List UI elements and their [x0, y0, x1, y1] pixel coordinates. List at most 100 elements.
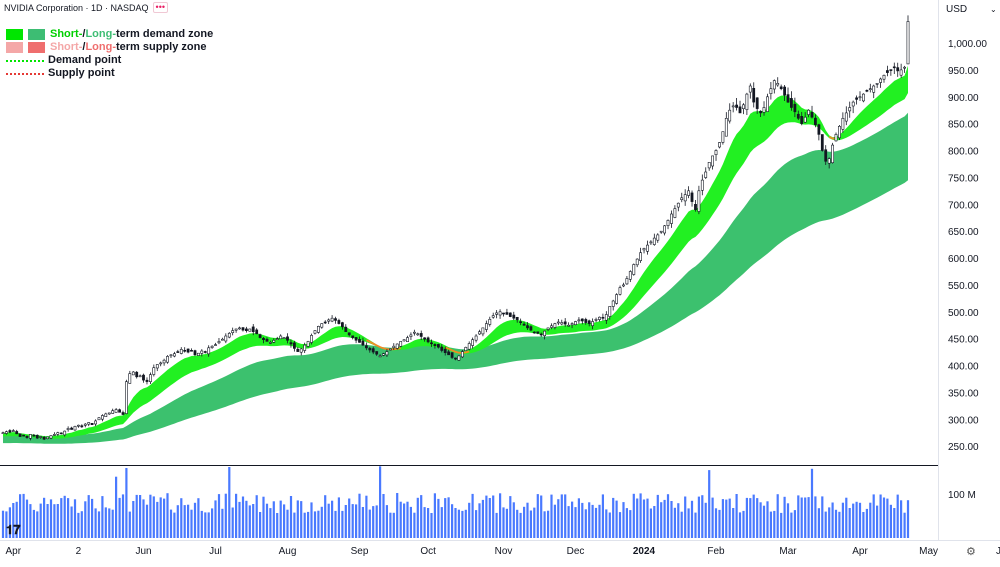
candle-body: [46, 436, 50, 440]
candle-body: [865, 90, 869, 92]
volume-bar: [697, 496, 700, 538]
volume-bar: [235, 493, 238, 538]
candle-body: [25, 435, 29, 438]
candle-body: [505, 312, 509, 315]
volume-bar: [526, 502, 529, 538]
candle-body: [313, 330, 317, 334]
candle-body: [546, 327, 550, 330]
candle-body: [347, 332, 351, 336]
x-tick-label: 2024: [633, 546, 656, 557]
candle-body: [234, 328, 238, 331]
volume-bar: [73, 499, 77, 538]
candle-body: [248, 328, 252, 332]
volume-bar: [663, 499, 666, 538]
volume-bar: [183, 505, 186, 538]
candle-body: [430, 342, 433, 345]
candle-body: [66, 428, 70, 430]
volume-bar: [94, 508, 97, 538]
volume-bar: [375, 505, 378, 538]
volume-bar: [67, 498, 70, 538]
candle-body: [861, 93, 865, 102]
volume-bar: [869, 502, 872, 538]
candle-body: [615, 294, 619, 304]
volume-bar: [252, 504, 255, 538]
price-tick-label: 600.00: [948, 254, 979, 265]
candle-body: [745, 93, 749, 110]
chart-title[interactable]: NVIDIA Corporation · 1D · NASDAQ •••: [4, 2, 168, 13]
volume-bar: [145, 504, 149, 538]
volume-bar: [111, 509, 114, 538]
volume-bar: [783, 496, 786, 538]
candle-body: [371, 348, 375, 353]
candle-body: [697, 190, 701, 212]
candle-body: [128, 373, 132, 384]
candle-body: [286, 336, 289, 341]
candle-body: [789, 98, 793, 108]
candle-body: [87, 422, 91, 425]
volume-bar: [303, 512, 306, 538]
gear-icon[interactable]: ⚙: [966, 546, 976, 558]
volume-bar: [454, 508, 457, 538]
volume-bar: [817, 508, 820, 538]
candle-body: [399, 341, 403, 347]
volume-bar: [22, 493, 25, 538]
candle-body: [896, 67, 900, 72]
volume-bar: [649, 508, 652, 538]
candle-body: [447, 351, 451, 356]
volume-bar: [804, 497, 807, 538]
candle-body: [310, 335, 313, 343]
candle-body: [567, 324, 571, 327]
candle-body: [142, 374, 145, 381]
volume-bar: [262, 496, 265, 538]
candle-body: [587, 320, 591, 324]
candle-body: [776, 83, 780, 86]
volume-bar: [121, 494, 125, 538]
candle-body: [714, 150, 718, 155]
candle-body: [536, 331, 540, 334]
volume-bar: [361, 507, 364, 538]
volume-bar: [457, 509, 460, 538]
legend-supply-long: Long-: [85, 41, 116, 53]
volume-bar: [217, 494, 221, 538]
candle-body: [155, 364, 159, 369]
candle-body: [275, 338, 279, 341]
candle-body: [759, 110, 763, 114]
candle-body: [416, 333, 420, 336]
volume-bar: [399, 501, 402, 538]
volume-bar: [529, 510, 532, 538]
volume-bar: [265, 503, 269, 538]
volume-bar: [32, 509, 35, 538]
volume-bar: [204, 512, 207, 538]
tradingview-logo[interactable]: 𝟏𝟕: [6, 522, 21, 537]
candle-body: [584, 319, 588, 323]
candle-body: [742, 104, 745, 110]
volume-bar: [416, 497, 419, 538]
candle-body: [690, 192, 694, 202]
volume-bar: [872, 494, 875, 538]
volume-bar: [193, 502, 197, 538]
long-demand-swatch: [28, 29, 45, 40]
volume-bar: [797, 495, 800, 538]
candle-body: [762, 107, 766, 113]
candle-body: [522, 323, 526, 326]
candle-body: [831, 144, 835, 164]
volume-bar: [800, 497, 803, 538]
volume-bar: [711, 497, 714, 538]
volume-bar: [543, 511, 546, 538]
candles-layer: [1, 15, 910, 441]
volume-bar: [495, 512, 498, 538]
candle-body: [515, 316, 519, 321]
candle-body: [52, 434, 56, 436]
candle-body: [731, 105, 735, 108]
volume-bar: [882, 497, 886, 538]
candle-body: [131, 371, 135, 376]
volume-bar: [84, 501, 87, 538]
volume-bar: [516, 509, 519, 538]
supply-point-swatch: [6, 72, 44, 75]
candle-body: [608, 306, 612, 317]
candle-body: [618, 287, 622, 295]
candle-body: [306, 341, 310, 347]
dots-icon[interactable]: •••: [152, 2, 168, 13]
